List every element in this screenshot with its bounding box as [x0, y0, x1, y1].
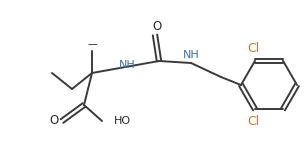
Text: Cl: Cl [247, 42, 259, 55]
Text: NH: NH [183, 50, 199, 60]
Text: Cl: Cl [247, 115, 259, 128]
Text: HO: HO [114, 116, 131, 126]
Text: O: O [49, 115, 59, 128]
Text: O: O [152, 20, 161, 33]
Text: NH: NH [119, 60, 135, 70]
Text: —: — [87, 39, 97, 49]
